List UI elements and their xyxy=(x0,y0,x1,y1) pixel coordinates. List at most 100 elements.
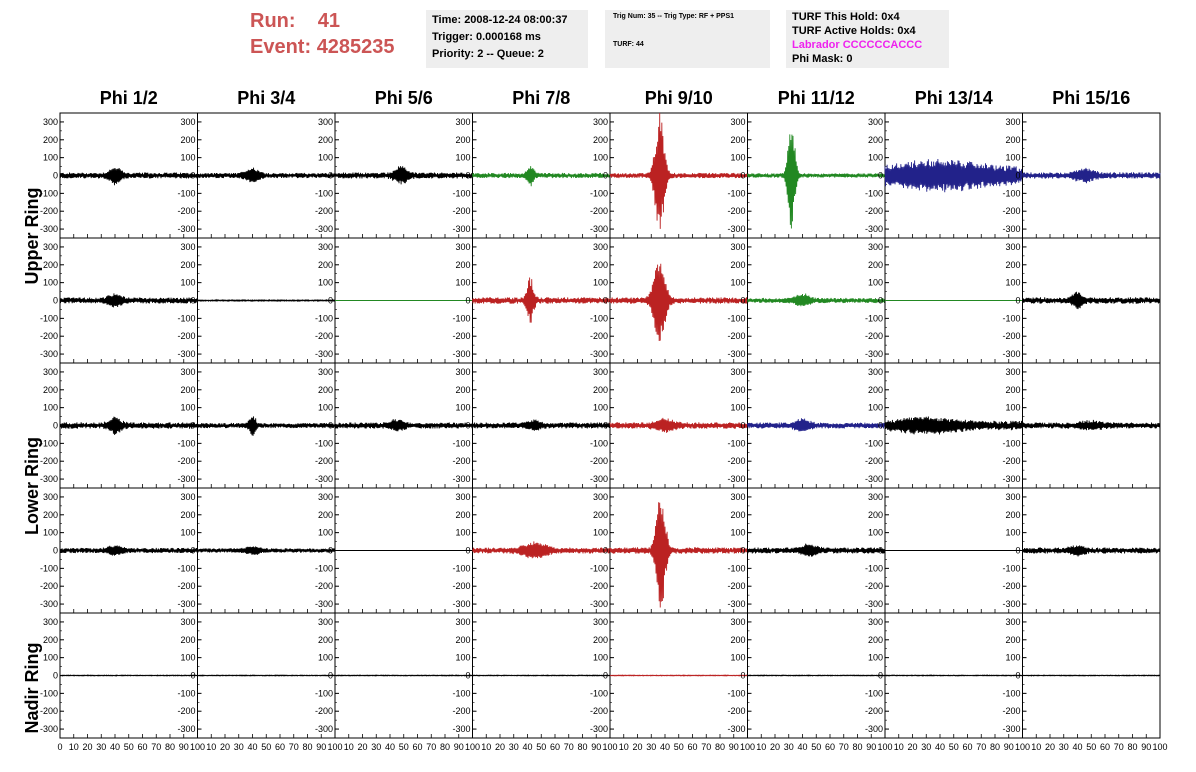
y-tick-label: 300 xyxy=(1005,367,1020,377)
trig-num-text: Trig Num: 35 -- Trig Type: RF + PPS1 xyxy=(613,13,735,20)
y-tick-label: 200 xyxy=(43,260,58,270)
y-tick-label: -300 xyxy=(177,724,195,734)
waveform-trace xyxy=(59,168,198,186)
y-tick-label: -200 xyxy=(452,706,470,716)
y-tick-label: -100 xyxy=(865,688,883,698)
y-tick-label: 0 xyxy=(878,421,883,431)
y-tick-label: 200 xyxy=(730,385,745,395)
x-tick-label: 70 xyxy=(839,742,849,752)
x-tick-label: 10 xyxy=(206,742,216,752)
x-tick-label: 30 xyxy=(509,742,519,752)
y-tick-label: 0 xyxy=(190,421,195,431)
y-tick-label: 0 xyxy=(328,171,333,181)
waveform-trace xyxy=(197,546,336,556)
x-tick-label: 40 xyxy=(797,742,807,752)
y-tick-label: -100 xyxy=(315,688,333,698)
column-header: Phi 11/12 xyxy=(778,88,855,108)
x-tick-label: 60 xyxy=(275,742,285,752)
y-tick-label: -200 xyxy=(452,581,470,591)
waveform-trace xyxy=(472,541,611,559)
x-tick-label: 20 xyxy=(1045,742,1055,752)
y-tick-label: -200 xyxy=(727,581,745,591)
y-tick-label: 200 xyxy=(1005,260,1020,270)
y-tick-label: 0 xyxy=(740,296,745,306)
y-tick-label: -300 xyxy=(727,724,745,734)
y-tick-label: 200 xyxy=(455,635,470,645)
y-tick-label: -300 xyxy=(590,474,608,484)
y-tick-label: 100 xyxy=(180,528,195,538)
x-tick-label: 40 xyxy=(385,742,395,752)
y-tick-label: 200 xyxy=(730,510,745,520)
y-tick-label: 100 xyxy=(868,153,883,163)
y-tick-label: -200 xyxy=(40,331,58,341)
y-tick-label: 0 xyxy=(53,171,58,181)
y-tick-label: 200 xyxy=(868,635,883,645)
y-tick-label: 300 xyxy=(730,367,745,377)
y-tick-label: -100 xyxy=(177,188,195,198)
y-tick-label: 0 xyxy=(465,171,470,181)
waveform-trace xyxy=(59,545,198,556)
y-tick-label: 0 xyxy=(190,296,195,306)
y-tick-label: -200 xyxy=(315,331,333,341)
waveform-trace xyxy=(59,416,198,435)
y-tick-label: 100 xyxy=(868,278,883,288)
y-tick-label: -200 xyxy=(177,206,195,216)
y-tick-label: -100 xyxy=(865,438,883,448)
y-tick-label: -200 xyxy=(865,331,883,341)
x-tick-label: 90 xyxy=(454,742,464,752)
x-tick-label: 60 xyxy=(687,742,697,752)
y-tick-label: -100 xyxy=(727,188,745,198)
y-tick-label: 200 xyxy=(180,385,195,395)
y-tick-label: 0 xyxy=(465,671,470,681)
y-tick-label: 100 xyxy=(180,153,195,163)
y-tick-label: -200 xyxy=(865,706,883,716)
x-tick-label: 80 xyxy=(1127,742,1137,752)
y-tick-label: 200 xyxy=(43,635,58,645)
y-tick-label: -200 xyxy=(177,331,195,341)
y-tick-label: -200 xyxy=(40,581,58,591)
y-tick-label: -300 xyxy=(1002,474,1020,484)
y-tick-label: 200 xyxy=(593,635,608,645)
y-tick-label: 100 xyxy=(868,528,883,538)
waveform-trace xyxy=(747,674,886,677)
y-tick-label: 300 xyxy=(455,617,470,627)
y-tick-label: 100 xyxy=(455,528,470,538)
column-header: Phi 3/4 xyxy=(237,88,295,108)
x-tick-label: 70 xyxy=(976,742,986,752)
y-tick-label: 100 xyxy=(1005,278,1020,288)
y-tick-label: -300 xyxy=(727,599,745,609)
y-tick-label: -100 xyxy=(1002,438,1020,448)
y-tick-label: -300 xyxy=(452,724,470,734)
x-tick-label: 100 xyxy=(327,742,342,752)
waveform-trace xyxy=(884,674,1023,677)
y-tick-label: -300 xyxy=(1002,349,1020,359)
y-tick-label: -300 xyxy=(865,474,883,484)
waveform-trace xyxy=(197,167,336,183)
ring-label: Nadir Ring xyxy=(22,642,42,733)
y-tick-label: 100 xyxy=(318,528,333,538)
y-tick-label: 200 xyxy=(730,635,745,645)
x-tick-label: 100 xyxy=(190,742,205,752)
y-tick-label: 100 xyxy=(43,653,58,663)
y-tick-label: -200 xyxy=(315,581,333,591)
y-tick-label: -100 xyxy=(590,313,608,323)
y-tick-label: -100 xyxy=(452,563,470,573)
y-tick-label: 300 xyxy=(180,367,195,377)
x-tick-label: 20 xyxy=(632,742,642,752)
y-tick-label: 0 xyxy=(1015,421,1020,431)
x-tick-label: 10 xyxy=(756,742,766,752)
y-tick-label: -200 xyxy=(315,706,333,716)
y-tick-label: -100 xyxy=(177,438,195,448)
y-tick-label: 200 xyxy=(1005,510,1020,520)
y-tick-label: 100 xyxy=(318,653,333,663)
x-tick-label: 60 xyxy=(412,742,422,752)
waveform-trace xyxy=(334,166,473,185)
x-tick-label: 50 xyxy=(124,742,134,752)
y-tick-label: -100 xyxy=(452,188,470,198)
y-tick-label: 100 xyxy=(593,153,608,163)
y-tick-label: -300 xyxy=(452,599,470,609)
y-tick-label: 100 xyxy=(180,403,195,413)
y-tick-label: 300 xyxy=(1005,492,1020,502)
y-tick-label: 300 xyxy=(455,117,470,127)
